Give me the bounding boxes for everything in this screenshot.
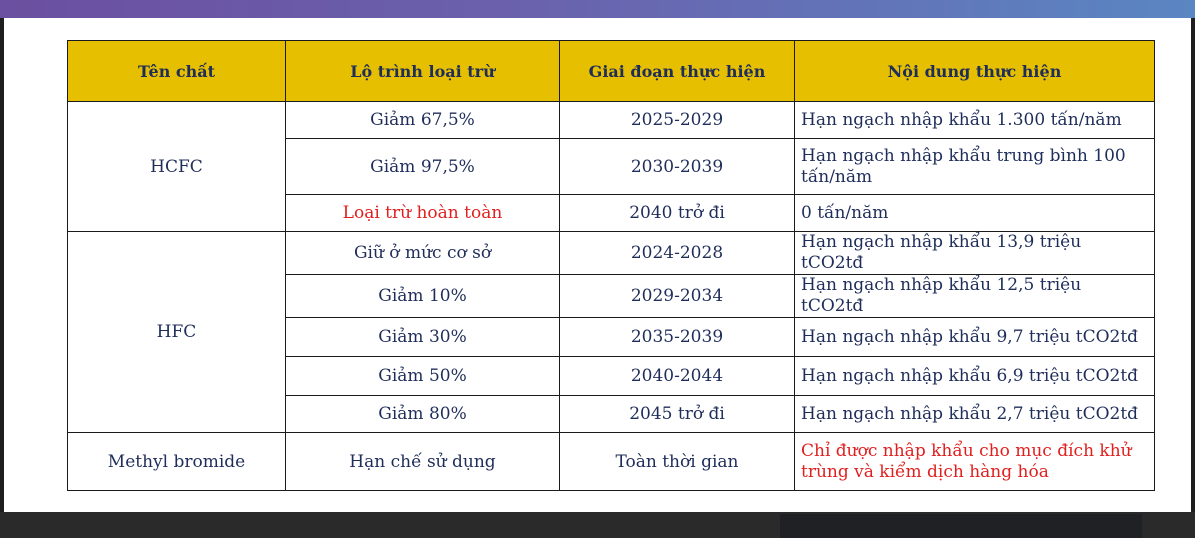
period-cell: Toàn thời gian [559, 432, 795, 491]
roadmap-cell: Giảm 67,5% [285, 101, 560, 139]
table-row: Methyl bromide Hạn chế sử dụng Toàn thời… [67, 432, 1155, 491]
roadmap-cell: Giữ ở mức cơ sở [285, 231, 560, 275]
substance-cell-methyl-bromide: Methyl bromide [67, 432, 286, 491]
table-row: Giảm 97,5% 2030-2039 Hạn ngạch nhập khẩu… [68, 138, 1155, 195]
period-cell: 2025-2029 [559, 101, 795, 139]
roadmap-cell: Giảm 97,5% [285, 138, 560, 195]
header-substance: Tên chất [67, 40, 286, 102]
right-frame-edge [1191, 18, 1195, 512]
period-cell: 2045 trở đi [559, 395, 795, 433]
content-cell: Hạn ngạch nhập khẩu 13,9 triệu tCO2tđ [794, 231, 1155, 275]
roadmap-cell: Giảm 10% [285, 274, 560, 318]
table-row: HCFC Giảm 67,5% 2025-2029 Hạn ngạch nhập… [67, 101, 1155, 232]
substance-cell-hfc: HFC [67, 231, 286, 433]
roadmap-cell-highlight: Loại trừ hoàn toàn [285, 194, 560, 232]
table-row: Loại trừ hoàn toàn 2040 trở đi 0 tấn/năm [68, 194, 1155, 232]
content-cell: Hạn ngạch nhập khẩu 9,7 triệu tCO2tđ [794, 317, 1155, 357]
left-frame-edge [0, 18, 4, 512]
content-cell: Hạn ngạch nhập khẩu 1.300 tấn/năm [794, 101, 1155, 139]
table-header: Tên chất Lộ trình loại trừ Giai đoạn thự… [67, 40, 1155, 102]
content-cell: Hạn ngạch nhập khẩu trung bình 100 tấn/n… [794, 138, 1155, 195]
header-period: Giai đoạn thực hiện [559, 40, 795, 102]
header-content: Nội dung thực hiện [794, 40, 1155, 102]
bottom-dark-panel [780, 514, 1142, 538]
period-cell: 2040 trở đi [559, 194, 795, 232]
content-cell: 0 tấn/năm [794, 194, 1155, 232]
roadmap-cell: Giảm 30% [285, 317, 560, 357]
period-cell: 2024-2028 [559, 231, 795, 275]
phase-out-table: Tên chất Lộ trình loại trừ Giai đoạn thự… [67, 40, 1155, 491]
content-cell: Hạn ngạch nhập khẩu 12,5 triệu tCO2tđ [794, 274, 1155, 318]
table-row: Giảm 50% 2040-2044 Hạn ngạch nhập khẩu 6… [68, 356, 1155, 396]
table-row: HFC Giữ ở mức cơ sở 2024-2028 Hạn ngạch … [67, 231, 1155, 433]
header-roadmap: Lộ trình loại trừ [285, 40, 560, 102]
roadmap-cell: Hạn chế sử dụng [285, 432, 560, 491]
period-cell: 2040-2044 [559, 356, 795, 396]
content-cell: Hạn ngạch nhập khẩu 2,7 triệu tCO2tđ [794, 395, 1155, 433]
table-row: Giảm 10% 2029-2034 Hạn ngạch nhập khẩu 1… [68, 274, 1155, 318]
table-body: HCFC Giảm 67,5% 2025-2029 Hạn ngạch nhập… [67, 101, 1155, 491]
content-cell: Hạn ngạch nhập khẩu 6,9 triệu tCO2tđ [794, 356, 1155, 396]
content-cell-highlight: Chỉ được nhập khẩu cho mục đích khử trùn… [794, 432, 1155, 491]
period-cell: 2030-2039 [559, 138, 795, 195]
period-cell: 2035-2039 [559, 317, 795, 357]
roadmap-cell: Giảm 50% [285, 356, 560, 396]
top-gradient-band [0, 0, 1195, 18]
substance-cell-hcfc: HCFC [67, 101, 286, 232]
roadmap-cell: Giảm 80% [285, 395, 560, 433]
header-row: Tên chất Lộ trình loại trừ Giai đoạn thự… [67, 40, 1155, 102]
table-row: Giảm 30% 2035-2039 Hạn ngạch nhập khẩu 9… [68, 317, 1155, 357]
period-cell: 2029-2034 [559, 274, 795, 318]
